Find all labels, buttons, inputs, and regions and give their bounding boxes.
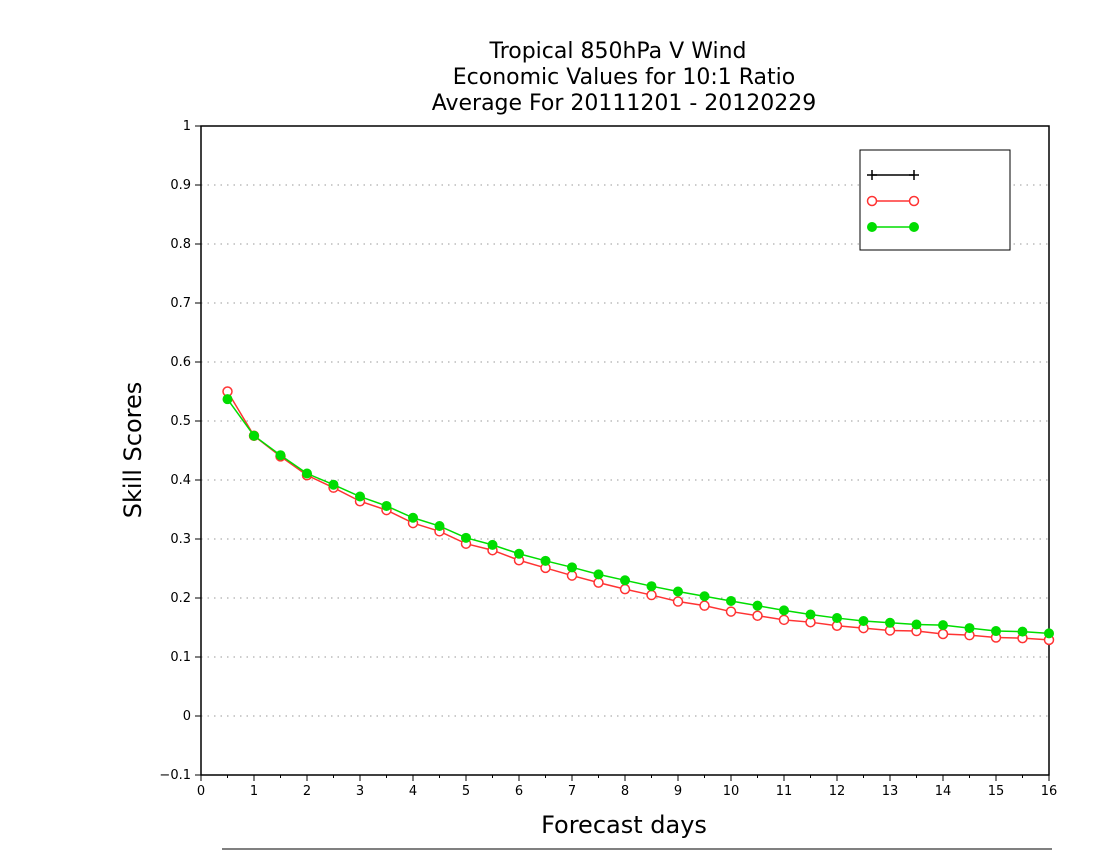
y-tick-label: 0.2 (170, 591, 191, 606)
series-1-line (226, 391, 1050, 641)
chart-title-line-3: Average For 20111201 - 20120229 (432, 91, 817, 116)
grid (201, 184, 1049, 717)
series-2-point (805, 609, 816, 620)
x-tick-label: 7 (568, 784, 576, 799)
series-2-point (911, 619, 922, 630)
series-1-point (593, 577, 604, 588)
y-tick-label: 0.1 (170, 650, 191, 665)
series-2-point (699, 591, 710, 602)
y-tick-label: 0.3 (170, 532, 191, 547)
series-2-point (673, 586, 683, 597)
x-tick-label: 8 (621, 784, 629, 799)
series-1-point (778, 614, 790, 626)
y-axis-label: Skill Scores (119, 382, 147, 519)
x-tick-label: 10 (723, 784, 740, 799)
legend-marker-2 (867, 222, 877, 232)
series-2-point (991, 626, 1001, 637)
series-lines (222, 386, 1055, 646)
legend-marker-0 (867, 170, 877, 180)
series-2-point (858, 616, 869, 627)
y-tick-label: 0.8 (170, 237, 191, 252)
y-tick-label: 0 (183, 709, 191, 724)
series-2-point (461, 532, 471, 543)
chart-title-line-1: Tropical 850hPa V Wind (488, 39, 746, 64)
x-tick-label: 4 (409, 784, 417, 799)
series-2-point (434, 521, 445, 532)
x-tick-label: 15 (988, 784, 1005, 799)
series-2-point (540, 555, 551, 566)
legend-marker-1 (866, 195, 878, 207)
x-tick-label: 3 (356, 784, 364, 799)
y-tick-label: 0.6 (170, 355, 191, 370)
chart-title-line-2: Economic Values for 10:1 Ratio (453, 65, 795, 90)
series-2-point (514, 548, 524, 559)
series-2-point (646, 581, 657, 592)
series-2-point (487, 539, 498, 550)
y-tick-label: 0.4 (170, 473, 191, 488)
legend-marker-0 (909, 170, 919, 180)
series-2-point (1044, 628, 1054, 639)
x-tick-label: 11 (776, 784, 793, 799)
y-tick-label: 0.7 (170, 296, 191, 311)
series-2-point (222, 394, 233, 405)
legend-marker-1 (908, 195, 920, 207)
series-1-point (672, 596, 684, 607)
series-2-point (355, 491, 365, 502)
x-tick-label: 6 (515, 784, 523, 799)
legend-box (859, 149, 1011, 251)
series-2-point (302, 468, 312, 479)
axis-ticks: −0.100.10.20.30.40.50.60.70.80.910 1 2 3 4 5 6… (159, 119, 1057, 799)
series-2-point (779, 605, 789, 616)
series-2-point (249, 430, 259, 441)
series-2-point (328, 479, 339, 490)
x-tick-label: 9 (674, 784, 682, 799)
x-axis-label: Forecast days (541, 811, 707, 839)
legend (859, 149, 1011, 251)
x-tick-label: 2 (303, 784, 311, 799)
series-2-point (275, 450, 286, 461)
series-2-point (1017, 626, 1028, 637)
x-tick-label: 16 (1041, 784, 1058, 799)
y-tick-label: −0.1 (159, 768, 191, 783)
series-2-point (752, 600, 763, 611)
series-1-point (937, 628, 949, 640)
x-tick-label: 12 (829, 784, 846, 799)
series-2-point (620, 575, 630, 586)
series-2-point (381, 500, 392, 511)
series-1-point (725, 606, 737, 617)
y-tick-label: 1 (183, 119, 191, 134)
series-2-point (832, 613, 842, 624)
series-2-point (964, 623, 975, 634)
series-1-point (619, 583, 631, 595)
series-1-point (566, 570, 578, 581)
legend-marker-2 (909, 222, 919, 232)
x-tick-label: 1 (250, 784, 258, 799)
series-2-point (408, 512, 418, 523)
x-tick-label: 5 (462, 784, 470, 799)
series-1-point (699, 600, 710, 611)
series-2-point (726, 595, 736, 606)
y-tick-label: 0.5 (170, 414, 191, 429)
series-2-point (567, 562, 577, 573)
x-tick-label: 13 (882, 784, 899, 799)
x-tick-label: 14 (935, 784, 952, 799)
series-2-point (593, 569, 604, 580)
series-1-point (752, 610, 763, 621)
series-1-point (646, 589, 657, 601)
series-2-point (938, 620, 948, 631)
y-tick-label: 0.9 (170, 178, 191, 193)
x-tick-label: 0 (197, 784, 205, 799)
series-2-point (885, 617, 895, 628)
